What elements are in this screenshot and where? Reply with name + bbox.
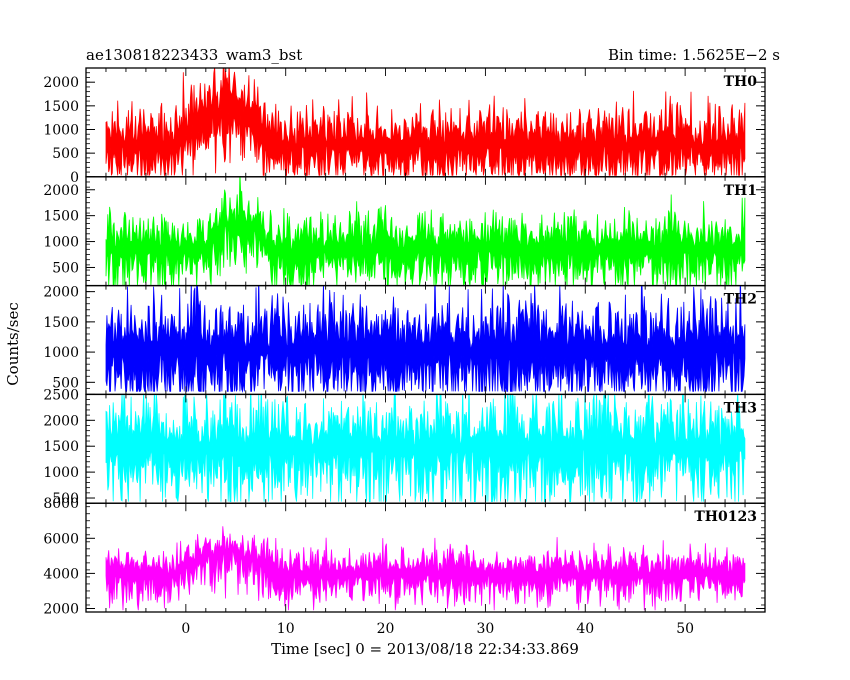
series-th3 xyxy=(105,394,746,502)
x-tick-label: 30 xyxy=(476,621,494,637)
series-th1 xyxy=(105,176,746,286)
y-axis-label: Counts/sec xyxy=(4,302,22,386)
y-tick-label: 1000 xyxy=(43,465,79,481)
y-tick-label: 1500 xyxy=(43,209,79,225)
y-tick-label: 500 xyxy=(52,375,79,391)
y-tick-label: 1500 xyxy=(43,315,79,331)
panel-label-th0123: TH0123 xyxy=(694,509,757,525)
x-tick-label: 20 xyxy=(377,621,395,637)
chart-title: ae130818223433_wam3_bst xyxy=(86,46,302,64)
y-tick-label: 2000 xyxy=(43,413,79,429)
x-tick-label: 10 xyxy=(277,621,295,637)
y-tick-label: 2000 xyxy=(43,285,79,301)
y-tick-label: 500 xyxy=(52,491,79,507)
panel-label-th3: TH3 xyxy=(724,400,757,416)
y-tick-label: 1000 xyxy=(43,122,79,138)
x-tick-label: 40 xyxy=(576,621,594,637)
y-tick-label: 8000 xyxy=(43,496,79,512)
series-th0 xyxy=(105,68,746,177)
y-tick-label: 500 xyxy=(52,146,79,162)
y-tick-label: 2500 xyxy=(43,387,79,403)
y-tick-label: 0 xyxy=(70,170,79,186)
panel-label-th2: TH2 xyxy=(724,292,757,308)
y-tick-label: 1000 xyxy=(43,345,79,361)
bin-time-label: Bin time: 1.5625E−2 s xyxy=(608,46,780,64)
y-tick-label: 1000 xyxy=(43,235,79,251)
y-tick-label: 4000 xyxy=(43,566,79,582)
series-th0123 xyxy=(105,526,746,611)
x-axis-label: Time [sec] 0 = 2013/08/18 22:34:33.869 xyxy=(271,640,579,658)
y-tick-label: 1500 xyxy=(43,99,79,115)
panel-label-th1: TH1 xyxy=(724,183,757,199)
x-tick-label: 0 xyxy=(181,621,190,637)
x-tick-label: 50 xyxy=(676,621,694,637)
panel-label-th0: TH0 xyxy=(724,74,758,90)
y-tick-label: 2000 xyxy=(43,183,79,199)
y-tick-label: 6000 xyxy=(43,531,79,547)
y-tick-label: 1500 xyxy=(43,439,79,455)
y-tick-label: 500 xyxy=(52,260,79,276)
series-th2 xyxy=(105,285,746,393)
y-tick-label: 2000 xyxy=(43,75,79,91)
y-tick-label: 2000 xyxy=(43,601,79,617)
